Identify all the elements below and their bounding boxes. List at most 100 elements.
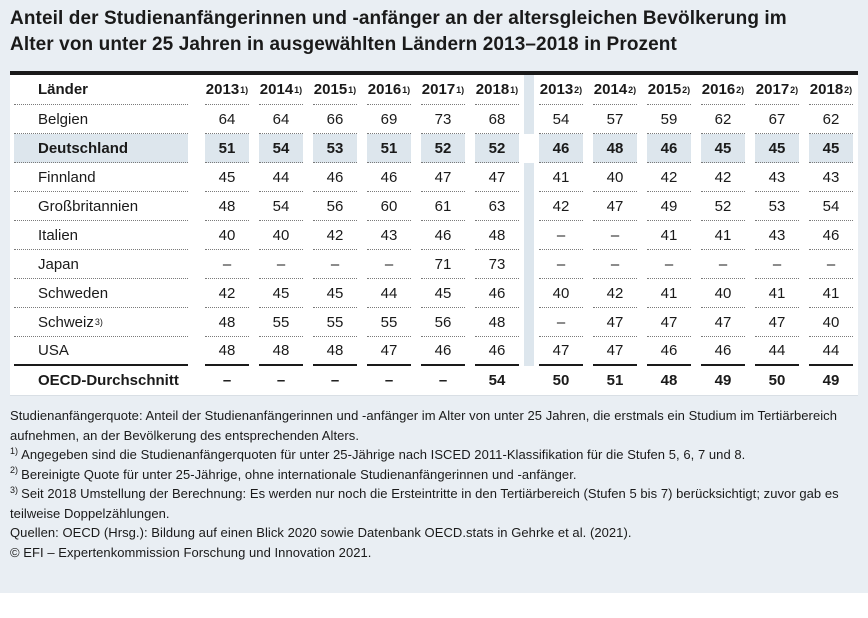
value-box: 53 [313, 134, 357, 163]
table-row: Japan – – – – 71 73 – – – – – – [10, 250, 858, 279]
year-header-box: 2018 2) [809, 75, 853, 105]
value-text: – [556, 313, 566, 331]
group-separator-band [524, 221, 534, 250]
value-box: – [647, 250, 691, 279]
value-box: – [701, 250, 745, 279]
year-header-label: 2013 [539, 81, 574, 98]
value-box: 50 [539, 366, 583, 395]
value-cell: 53 [308, 134, 362, 163]
value-cell: 53 [750, 192, 804, 221]
value-text: 45 [822, 139, 840, 157]
group-separator-band [524, 308, 534, 337]
value-text: 42 [714, 168, 732, 186]
group-separator-band [524, 75, 534, 105]
value-cell: 40 [200, 221, 254, 250]
value-text: 50 [768, 372, 786, 389]
value-box: 50 [755, 366, 799, 395]
row-label: Japan [38, 255, 79, 273]
value-cell: 46 [362, 163, 416, 192]
value-cell: 51 [588, 366, 642, 395]
value-cell: 52 [416, 134, 470, 163]
value-cell: 41 [750, 279, 804, 308]
value-text: 71 [434, 255, 452, 273]
row-label-box: Italien [14, 221, 188, 250]
value-cell: 52 [696, 192, 750, 221]
value-box: 48 [475, 308, 519, 337]
value-cell: – [534, 250, 588, 279]
value-cell: 45 [200, 163, 254, 192]
footnote-text: Bereinigte Quote für unter 25-Jährige, o… [21, 466, 577, 482]
value-box: – [259, 250, 303, 279]
value-text: 54 [272, 197, 290, 215]
year-header-cell: 2018 2) [804, 75, 858, 105]
value-text: 42 [218, 284, 236, 302]
year-header-cell: 2017 2) [750, 75, 804, 105]
row-label: Großbritannien [38, 197, 139, 215]
value-text: – [384, 255, 394, 273]
year-header-label: 2018 [809, 81, 844, 98]
value-cell: – [416, 366, 470, 395]
value-box: 44 [809, 337, 853, 366]
value-box: 43 [755, 163, 799, 192]
value-box: 51 [593, 366, 637, 395]
value-box: 62 [701, 105, 745, 134]
value-box: 48 [313, 337, 357, 366]
value-box: – [367, 366, 411, 395]
value-text: 56 [326, 197, 344, 215]
value-text: 62 [714, 110, 732, 128]
value-cell: 41 [804, 279, 858, 308]
value-box: – [259, 366, 303, 395]
value-text: 44 [768, 342, 786, 359]
row-label-cell: Schweiz 3) [10, 308, 200, 337]
group-separator-band [524, 163, 534, 192]
value-box: – [205, 250, 249, 279]
value-box: 64 [259, 105, 303, 134]
row-label-cell: Japan [10, 250, 200, 279]
value-text: 57 [606, 110, 624, 128]
value-cell: 42 [642, 163, 696, 192]
value-box: 46 [809, 221, 853, 250]
value-text: 43 [768, 168, 786, 186]
value-text: – [610, 226, 620, 244]
value-cell: 43 [804, 163, 858, 192]
value-box: 46 [701, 337, 745, 366]
table-row: Italien 40 40 42 43 46 48 – – 41 41 43 46 [10, 221, 858, 250]
value-cell: 50 [534, 366, 588, 395]
row-label: Schweiz [38, 313, 94, 331]
value-text: – [718, 255, 728, 273]
value-cell: 62 [804, 105, 858, 134]
value-cell: 51 [200, 134, 254, 163]
value-box: 68 [475, 105, 519, 134]
value-box: 41 [755, 279, 799, 308]
value-cell: – [804, 250, 858, 279]
value-box: 45 [755, 134, 799, 163]
value-text: 47 [552, 342, 570, 359]
year-header-cell: 2018 1) [470, 75, 524, 105]
value-cell: 41 [642, 221, 696, 250]
value-cell: 61 [416, 192, 470, 221]
value-text: 48 [218, 313, 236, 331]
value-cell: 50 [750, 366, 804, 395]
value-box: 43 [809, 163, 853, 192]
value-box: 46 [475, 279, 519, 308]
value-cell: 43 [362, 221, 416, 250]
value-cell: – [588, 221, 642, 250]
value-cell: – [362, 250, 416, 279]
value-box: – [755, 250, 799, 279]
value-text: 52 [434, 139, 452, 157]
value-cell: 54 [534, 105, 588, 134]
value-cell: 45 [254, 279, 308, 308]
footnote: 1) Angegeben sind die Studienanfängerquot… [10, 445, 858, 465]
value-cell: 40 [254, 221, 308, 250]
value-text: 41 [552, 168, 570, 186]
value-box: 59 [647, 105, 691, 134]
value-cell: 46 [696, 337, 750, 366]
value-cell: 40 [588, 163, 642, 192]
value-cell: 46 [642, 134, 696, 163]
value-cell: 54 [470, 366, 524, 395]
value-box: 55 [367, 308, 411, 337]
value-text: 66 [326, 110, 344, 128]
value-box: 67 [755, 105, 799, 134]
value-text: 45 [272, 284, 290, 302]
definition-note: Studienanfängerquote: Anteil der Studien… [10, 408, 837, 443]
